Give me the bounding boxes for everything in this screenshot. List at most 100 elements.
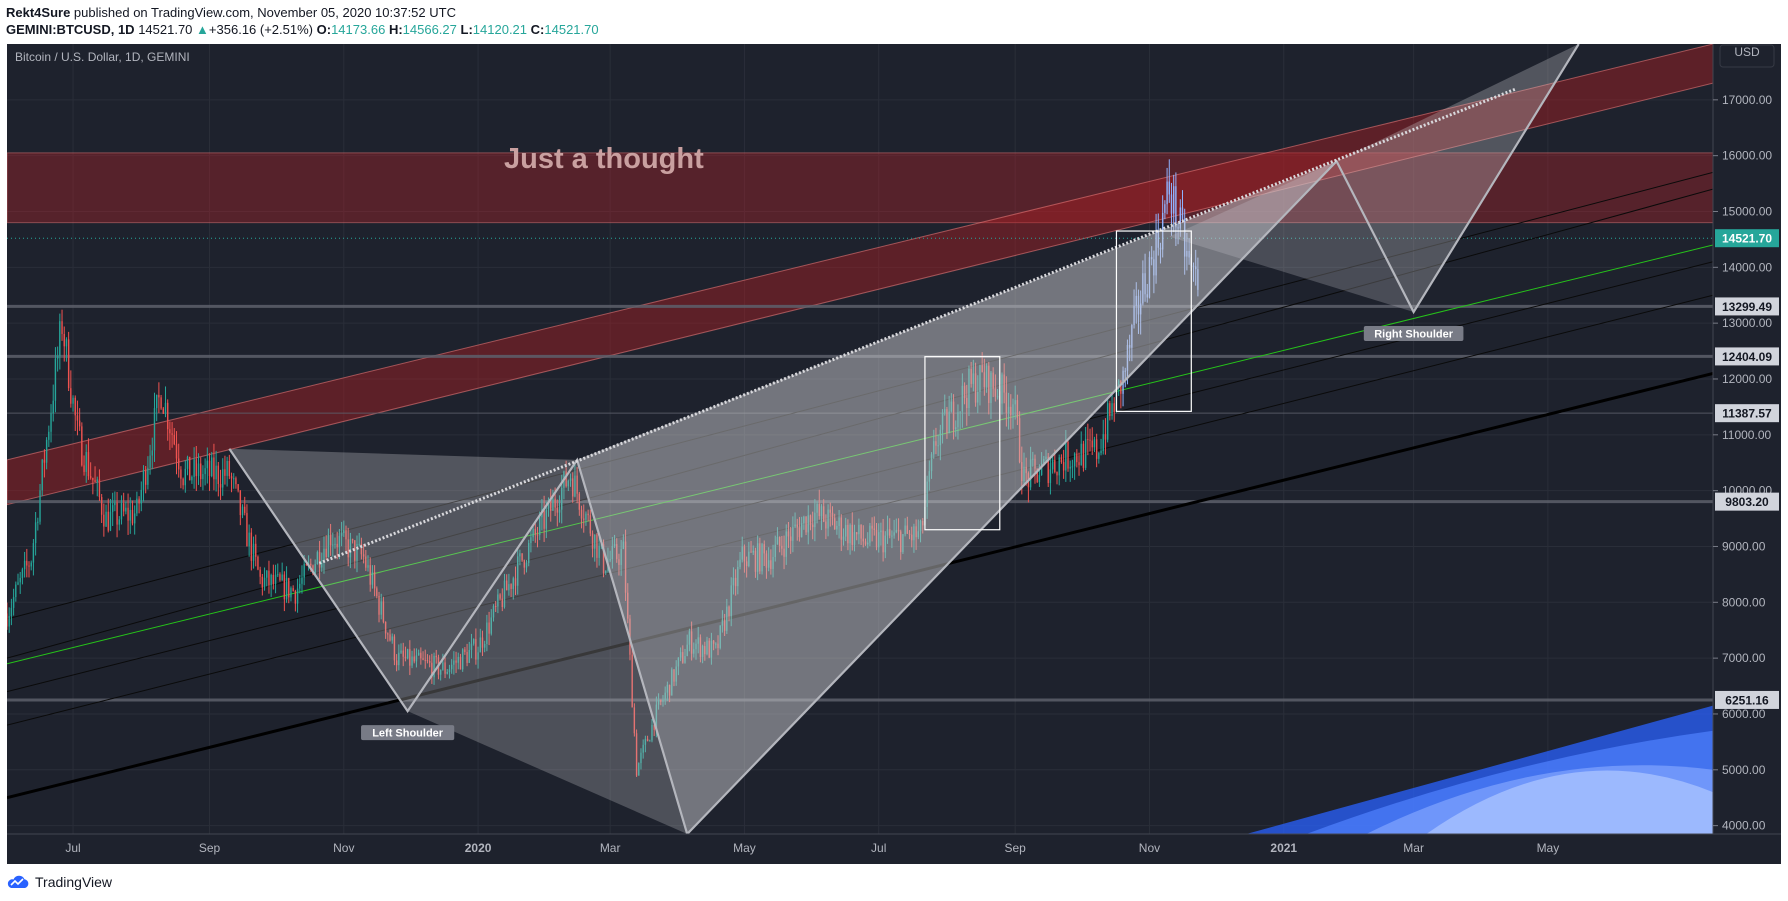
candle-body bbox=[820, 506, 823, 517]
candle-body bbox=[990, 372, 992, 404]
candle-body bbox=[481, 637, 484, 648]
candle-body bbox=[457, 656, 459, 663]
candle-body bbox=[195, 459, 198, 477]
currency-label[interactable]: USD bbox=[1734, 45, 1760, 59]
pattern-label[interactable]: Right Shoulder bbox=[1374, 328, 1454, 340]
candle-body bbox=[783, 548, 785, 557]
candle-body bbox=[1067, 441, 1069, 469]
chart-container[interactable]: Left Shoulder Right Shoulder 4000.00 5000.… bbox=[7, 44, 1781, 864]
highlight-box[interactable] bbox=[1115, 230, 1192, 412]
candle-body bbox=[508, 584, 510, 591]
candle-body bbox=[510, 584, 512, 589]
candle-body bbox=[182, 478, 184, 486]
candle-body bbox=[211, 457, 213, 477]
channel-line-lower[interactable] bbox=[7, 294, 1713, 726]
candle-body bbox=[543, 509, 545, 529]
tradingview-brand[interactable]: TradingView bbox=[6, 874, 112, 890]
candle-body bbox=[519, 553, 521, 557]
price-level-tag[interactable]: 12404.09 bbox=[1722, 350, 1772, 364]
close-value: 14521.70 bbox=[544, 22, 599, 37]
candle-body bbox=[1137, 295, 1140, 315]
pattern-label[interactable]: Left Shoulder bbox=[372, 728, 444, 740]
candle-body bbox=[63, 333, 65, 347]
candle-body bbox=[85, 452, 87, 472]
candle-body bbox=[472, 639, 475, 644]
pattern-label-bg bbox=[1363, 325, 1464, 341]
candle-body bbox=[772, 556, 774, 569]
x-tick-label: May bbox=[1537, 841, 1560, 855]
candle-body bbox=[926, 481, 928, 507]
price-level-tag[interactable]: 6251.16 bbox=[1725, 693, 1769, 707]
annotation-just-a-thought[interactable]: Just a thought bbox=[504, 143, 704, 175]
candle-body bbox=[556, 507, 559, 513]
candle-body bbox=[387, 633, 389, 635]
black-support-trendline[interactable] bbox=[7, 371, 1713, 800]
candle-body bbox=[935, 441, 937, 446]
candle-body bbox=[23, 560, 26, 570]
candle-body bbox=[840, 517, 842, 540]
candle-body bbox=[631, 654, 633, 708]
candle-body bbox=[699, 637, 702, 657]
candle-body bbox=[902, 534, 904, 553]
rising-channel-band[interactable] bbox=[7, 44, 1713, 506]
candle-body bbox=[1098, 453, 1100, 459]
candle-body bbox=[391, 636, 393, 641]
candle-body bbox=[638, 763, 640, 776]
candle-body bbox=[886, 529, 889, 536]
candle-body bbox=[1014, 400, 1016, 405]
candle-body bbox=[162, 408, 164, 414]
candle-body bbox=[222, 469, 224, 488]
published-text: published on TradingView.com, November 0… bbox=[70, 5, 456, 20]
candle-body bbox=[754, 550, 757, 572]
candle-body bbox=[1032, 458, 1034, 460]
candle-body bbox=[67, 339, 70, 389]
candle-body bbox=[158, 394, 160, 398]
x-tick-label: May bbox=[733, 841, 756, 855]
candle-body bbox=[1155, 231, 1157, 276]
candle-body bbox=[860, 524, 862, 539]
channel-line-inner[interactable] bbox=[7, 188, 1713, 659]
candle-body bbox=[215, 465, 217, 480]
author-name[interactable]: Rekt4Sure bbox=[6, 5, 71, 20]
candle-body bbox=[325, 548, 327, 558]
candle-body bbox=[373, 572, 376, 589]
currency-button[interactable] bbox=[1719, 44, 1775, 68]
channel-line-upper[interactable] bbox=[7, 171, 1713, 620]
price-level-tag[interactable]: 9803.20 bbox=[1725, 495, 1769, 509]
candle-body bbox=[752, 550, 754, 553]
candle-body bbox=[679, 652, 682, 658]
candle-body bbox=[310, 563, 312, 566]
price-level-tag[interactable]: 11387.57 bbox=[1722, 407, 1772, 421]
y-tick-label: 7000.00 bbox=[1722, 651, 1766, 665]
candle-body bbox=[409, 649, 411, 666]
candle-body bbox=[224, 469, 226, 476]
dotted-trend-line[interactable] bbox=[318, 87, 1518, 565]
candle-body bbox=[708, 640, 710, 658]
candle-body bbox=[673, 669, 675, 682]
highlight-box[interactable] bbox=[924, 356, 1001, 531]
candle-body bbox=[644, 738, 647, 745]
candle-body bbox=[96, 479, 98, 482]
candle-body bbox=[1003, 374, 1005, 393]
candle-body bbox=[1056, 471, 1058, 476]
candle-body bbox=[111, 505, 114, 512]
zigzag-pattern-line[interactable] bbox=[228, 44, 1580, 834]
candle-body bbox=[197, 463, 200, 477]
candle-body bbox=[65, 339, 68, 347]
candle-body bbox=[455, 660, 457, 663]
candle-body bbox=[362, 554, 365, 557]
x-tick-label: Nov bbox=[333, 841, 354, 855]
candle-body bbox=[279, 574, 281, 581]
candle-body bbox=[710, 640, 713, 658]
price-chart[interactable]: Left Shoulder Right Shoulder 4000.00 5000.… bbox=[7, 44, 1781, 864]
resistance-zone[interactable] bbox=[7, 152, 1713, 224]
candle-body bbox=[343, 529, 345, 534]
candle-body bbox=[622, 541, 625, 550]
candle-body bbox=[955, 427, 957, 430]
price-level-tag[interactable]: 13299.49 bbox=[1722, 300, 1772, 314]
y-tick-label: 12000.00 bbox=[1722, 372, 1772, 386]
price-level-tag[interactable]: 14521.70 bbox=[1722, 232, 1772, 246]
candle-body bbox=[1135, 295, 1137, 306]
y-tick-label: 5000.00 bbox=[1722, 763, 1766, 777]
candle-body bbox=[169, 429, 171, 434]
